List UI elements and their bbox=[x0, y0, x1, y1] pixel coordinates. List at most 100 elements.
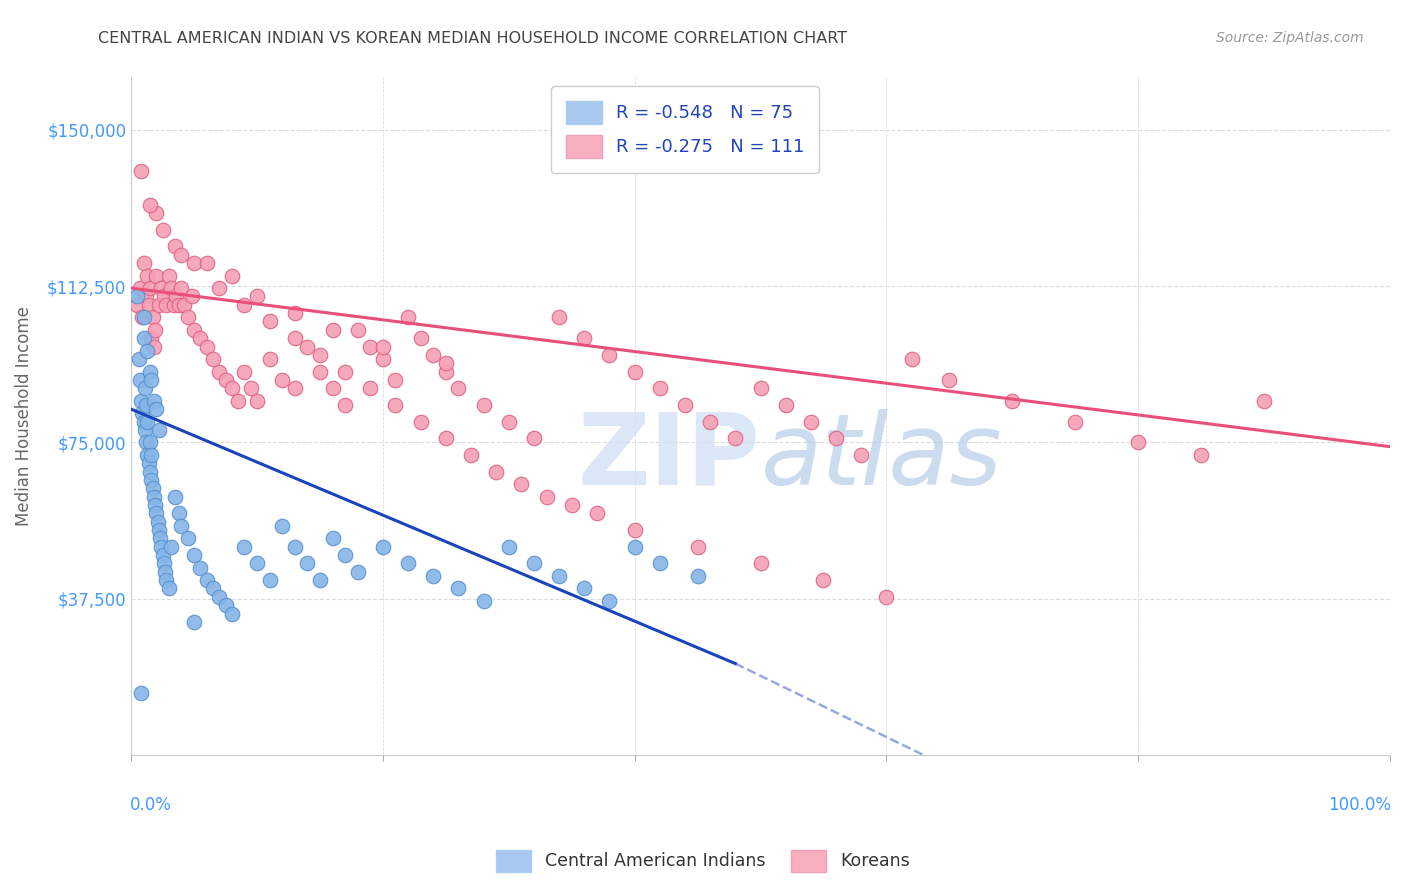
Text: atlas: atlas bbox=[761, 409, 1002, 506]
Point bbox=[142, 490, 165, 504]
Point bbox=[322, 381, 344, 395]
Point bbox=[167, 298, 190, 312]
Point bbox=[422, 569, 444, 583]
Point bbox=[371, 339, 394, 353]
Point bbox=[309, 348, 332, 362]
Point bbox=[447, 582, 470, 596]
Text: 0.0%: 0.0% bbox=[129, 796, 172, 814]
Point bbox=[214, 373, 236, 387]
Point bbox=[523, 557, 546, 571]
Point bbox=[195, 339, 218, 353]
Point bbox=[129, 164, 152, 178]
Point bbox=[900, 352, 922, 367]
Point bbox=[141, 331, 163, 345]
Point bbox=[138, 298, 160, 312]
Point bbox=[135, 398, 157, 412]
Point bbox=[157, 582, 180, 596]
Point bbox=[155, 298, 177, 312]
Point bbox=[297, 557, 319, 571]
Point bbox=[309, 365, 332, 379]
Point bbox=[233, 540, 256, 554]
Point bbox=[472, 398, 495, 412]
Point bbox=[139, 281, 162, 295]
Point bbox=[152, 223, 174, 237]
Point bbox=[132, 415, 155, 429]
Point bbox=[152, 548, 174, 562]
Point bbox=[259, 314, 281, 328]
Point bbox=[548, 569, 571, 583]
Point bbox=[749, 381, 772, 395]
Point bbox=[136, 343, 159, 358]
Point bbox=[127, 289, 149, 303]
Point bbox=[208, 365, 231, 379]
Point bbox=[284, 306, 307, 320]
Point bbox=[1189, 448, 1212, 462]
Point bbox=[129, 393, 152, 408]
Point bbox=[170, 281, 193, 295]
Point bbox=[132, 256, 155, 270]
Point bbox=[180, 289, 202, 303]
Text: 100.0%: 100.0% bbox=[1329, 796, 1391, 814]
Point bbox=[233, 298, 256, 312]
Point bbox=[297, 339, 319, 353]
Point bbox=[208, 281, 231, 295]
Point bbox=[396, 557, 419, 571]
Point bbox=[142, 339, 165, 353]
Point bbox=[322, 532, 344, 546]
Point bbox=[163, 298, 186, 312]
Point bbox=[673, 398, 696, 412]
Point bbox=[422, 348, 444, 362]
Point bbox=[165, 239, 187, 253]
Point bbox=[813, 573, 835, 587]
Point bbox=[139, 465, 162, 479]
Point bbox=[239, 381, 262, 395]
Point bbox=[333, 398, 356, 412]
Point bbox=[153, 289, 176, 303]
Point bbox=[150, 281, 173, 295]
Point bbox=[127, 298, 149, 312]
Point bbox=[1126, 435, 1149, 450]
Point bbox=[139, 435, 162, 450]
Point bbox=[148, 523, 170, 537]
Point bbox=[145, 507, 167, 521]
Point bbox=[333, 548, 356, 562]
Point bbox=[134, 381, 156, 395]
Point bbox=[136, 448, 159, 462]
Point bbox=[129, 281, 152, 295]
Point bbox=[574, 582, 596, 596]
Point bbox=[536, 490, 558, 504]
Point bbox=[574, 331, 596, 345]
Point bbox=[851, 448, 873, 462]
Point bbox=[346, 323, 368, 337]
Point bbox=[146, 515, 169, 529]
Point bbox=[246, 393, 269, 408]
Point bbox=[409, 331, 432, 345]
Point bbox=[598, 348, 620, 362]
Point bbox=[623, 540, 645, 554]
Point bbox=[149, 532, 172, 546]
Point bbox=[548, 310, 571, 325]
Point bbox=[214, 598, 236, 612]
Legend: Central American Indians, Koreans: Central American Indians, Koreans bbox=[489, 843, 917, 879]
Point bbox=[132, 331, 155, 345]
Point bbox=[129, 686, 152, 700]
Point bbox=[699, 415, 721, 429]
Point bbox=[409, 415, 432, 429]
Point bbox=[271, 519, 294, 533]
Point bbox=[190, 331, 212, 345]
Point bbox=[648, 381, 671, 395]
Point bbox=[170, 248, 193, 262]
Point bbox=[623, 523, 645, 537]
Point bbox=[195, 573, 218, 587]
Point bbox=[132, 310, 155, 325]
Point bbox=[271, 373, 294, 387]
Point bbox=[190, 560, 212, 574]
Point bbox=[371, 540, 394, 554]
Point bbox=[498, 540, 520, 554]
Point bbox=[170, 519, 193, 533]
Point bbox=[346, 565, 368, 579]
Point bbox=[139, 197, 162, 211]
Point bbox=[183, 256, 205, 270]
Point bbox=[749, 557, 772, 571]
Point bbox=[460, 448, 482, 462]
